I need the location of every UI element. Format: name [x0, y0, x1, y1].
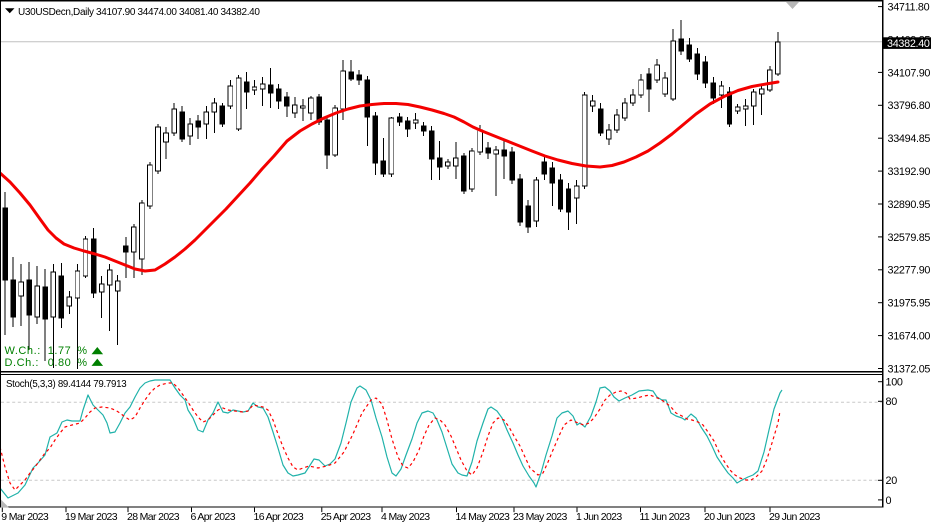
- svg-text:1 Jun 2023: 1 Jun 2023: [576, 511, 622, 523]
- svg-text:34107.90: 34107.90: [888, 67, 931, 79]
- svg-text:0: 0: [886, 495, 892, 507]
- svg-text:20: 20: [886, 475, 898, 487]
- svg-text:Stoch(5,3,3) 89.4144 79.7913: Stoch(5,3,3) 89.4144 79.7913: [6, 379, 126, 390]
- svg-text:6 Apr 2023: 6 Apr 2023: [191, 511, 236, 523]
- svg-text:31372.05: 31372.05: [888, 363, 931, 375]
- svg-text:28 Mar 2023: 28 Mar 2023: [127, 511, 180, 523]
- svg-text:34107.90 34474.00 34081.40 343: 34107.90 34474.00 34081.40 34382.40: [96, 7, 260, 18]
- svg-text:U30USDecn,Daily: U30USDecn,Daily: [18, 7, 94, 18]
- svg-text:33796.80: 33796.80: [888, 100, 931, 112]
- svg-text:80: 80: [886, 396, 898, 408]
- svg-text:32890.95: 32890.95: [888, 199, 931, 211]
- svg-text:32277.90: 32277.90: [888, 265, 931, 277]
- svg-text:D.Ch.:: D.Ch.:: [5, 357, 39, 369]
- svg-text:0.80: 0.80: [48, 357, 72, 369]
- svg-text:25 Apr 2023: 25 Apr 2023: [321, 511, 371, 523]
- svg-text:14 May 2023: 14 May 2023: [456, 511, 510, 523]
- svg-text:23 May 2023: 23 May 2023: [513, 511, 567, 523]
- svg-text:31975.95: 31975.95: [888, 298, 931, 310]
- svg-text:19 Mar 2023: 19 Mar 2023: [65, 511, 118, 523]
- svg-text:1.77: 1.77: [48, 345, 72, 357]
- svg-text:11 Jun 2023: 11 Jun 2023: [640, 511, 691, 523]
- svg-text:34382.40: 34382.40: [887, 38, 930, 50]
- svg-text:33494.85: 33494.85: [888, 133, 931, 145]
- svg-text:9 Mar 2023: 9 Mar 2023: [1, 511, 49, 523]
- svg-text:16 Apr 2023: 16 Apr 2023: [254, 511, 304, 523]
- svg-text:32579.85: 32579.85: [888, 232, 931, 244]
- svg-text:29 Jun 2023: 29 Jun 2023: [769, 511, 821, 523]
- svg-text:4 May 2023: 4 May 2023: [381, 511, 430, 523]
- svg-text:20 Jun 2023: 20 Jun 2023: [704, 511, 756, 523]
- svg-text:31674.00: 31674.00: [888, 331, 931, 343]
- svg-text:%: %: [77, 345, 87, 357]
- svg-text:W.Ch.:: W.Ch.:: [5, 345, 41, 357]
- svg-text:%: %: [77, 357, 87, 369]
- svg-text:100: 100: [886, 377, 903, 389]
- svg-text:33192.90: 33192.90: [888, 166, 931, 178]
- svg-text:34711.80: 34711.80: [888, 2, 930, 14]
